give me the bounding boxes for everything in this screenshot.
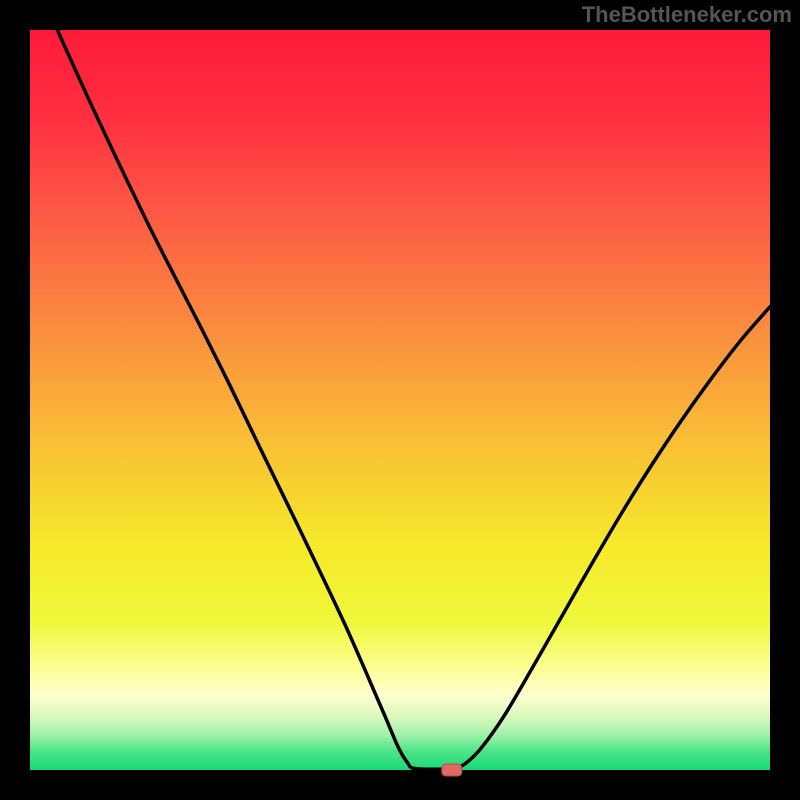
optimum-marker	[442, 764, 462, 776]
chart-svg	[0, 0, 800, 800]
chart-canvas: TheBottleneker.com	[0, 0, 800, 800]
watermark-text: TheBottleneker.com	[582, 2, 792, 28]
plot-background	[30, 30, 770, 770]
